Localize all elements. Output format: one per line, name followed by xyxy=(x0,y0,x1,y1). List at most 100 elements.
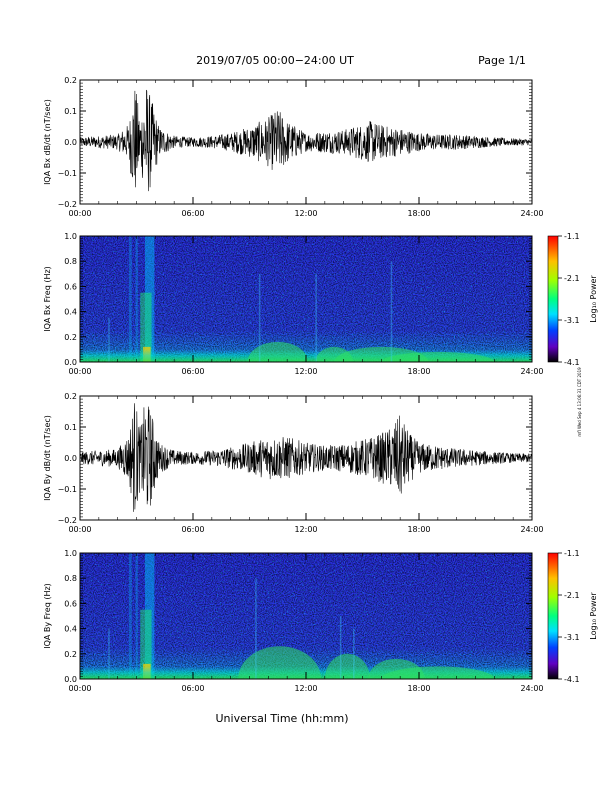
ytick-label: 0.0 xyxy=(64,138,77,147)
by-spectrogram-panel: 1.0 0.8 0.6 0.4 0.2 0.0 00:00 06:00 12:00 18:00 2… xyxy=(43,549,544,693)
spectral-burst xyxy=(144,553,155,679)
colorbar-by: -1.1 -2.1 -3.1 -4.1 Log₁₀ Power xyxy=(547,549,598,684)
ytick-label: 0.1 xyxy=(64,107,77,116)
ytick-label: 1.0 xyxy=(64,549,77,558)
spectral-streak xyxy=(255,578,257,679)
colorbar-by-label: Log₁₀ Power xyxy=(589,592,598,640)
ytick-label: 0.6 xyxy=(64,282,77,291)
xtick-label: 18:00 xyxy=(407,209,430,218)
by-spectrogram-xticks: 00:00 06:00 12:00 18:00 24:00 xyxy=(68,553,544,693)
xtick-label: 12:00 xyxy=(294,209,317,218)
activity-band xyxy=(381,666,495,679)
xtick-label: 24:00 xyxy=(520,367,543,376)
bx-dbdt-ylabel: IQA Bx dB/dt (nT/sec) xyxy=(43,99,52,185)
by-dbdt-ylabel: IQA By dB/dt (nT/sec) xyxy=(43,415,52,501)
colorbar-bx-ticks: -1.1 -2.1 -3.1 -4.1 xyxy=(558,232,580,367)
ytick-label: 1.0 xyxy=(64,232,77,241)
ytick-label: 0.2 xyxy=(64,333,77,342)
xtick-label: 00:00 xyxy=(68,367,91,376)
xtick-label: 00:00 xyxy=(68,525,91,534)
bx-spectrogram-panel: 1.0 0.8 0.6 0.4 0.2 0.0 00:00 06:00 12:00 18:00 2… xyxy=(43,232,544,376)
spectral-streak xyxy=(258,273,261,362)
ytick-label: 0.1 xyxy=(64,423,77,432)
ytick-label: −0.1 xyxy=(58,169,77,178)
by-spectrogram-ylabel: IQA By Freq (Hz) xyxy=(43,583,52,649)
by-dbdt-panel: 0.2 0.1 0.0 −0.1 −0.2 00:00 06:00 12:00 18:00 24… xyxy=(43,392,544,534)
colorbar-bx: -1.1 -2.1 -3.1 -4.1 Log₁₀ Power xyxy=(547,232,598,367)
xtick-label: 24:00 xyxy=(520,525,543,534)
colorbar-tick-label: -3.1 xyxy=(564,633,580,642)
spectral-burst-core xyxy=(140,609,152,679)
spectral-streak xyxy=(108,628,110,679)
xtick-label: 06:00 xyxy=(181,367,204,376)
spectral-burst-core xyxy=(140,292,152,362)
xtick-label: 24:00 xyxy=(520,209,543,218)
colorbar-bx-bar xyxy=(547,235,559,363)
bx-spectrogram-image xyxy=(80,236,532,362)
plot-title: 2019/07/05 00:00−24:00 UT xyxy=(196,54,354,67)
bx-dbdt-trace xyxy=(80,89,532,192)
spectral-burst xyxy=(128,236,132,362)
xtick-label: 12:00 xyxy=(294,367,317,376)
xtick-label: 18:00 xyxy=(407,684,430,693)
colorbar-tick-label: -1.1 xyxy=(564,549,580,558)
colorbar-tick-label: -3.1 xyxy=(564,316,580,325)
ytick-label: 0.0 xyxy=(64,675,77,684)
xtick-label: 00:00 xyxy=(68,684,91,693)
colorbar-tick-label: -2.1 xyxy=(564,591,580,600)
xtick-label: 12:00 xyxy=(294,684,317,693)
by-spectrogram-image xyxy=(80,553,532,679)
xtick-label: 12:00 xyxy=(294,525,317,534)
by-dbdt-yticks: 0.2 0.1 0.0 −0.1 −0.2 xyxy=(58,392,532,525)
colorbar-by-bar xyxy=(547,552,559,680)
ytick-label: 0.6 xyxy=(64,599,77,608)
page-number: Page 1/1 xyxy=(478,54,526,67)
x-axis-label: Universal Time (hh:mm) xyxy=(216,712,349,725)
xtick-label: 06:00 xyxy=(181,525,204,534)
colorbar-tick-label: -1.1 xyxy=(564,232,580,241)
activity-band xyxy=(381,351,495,362)
ytick-label: 0.2 xyxy=(64,76,77,85)
spectral-streak xyxy=(353,628,355,679)
spectral-burst xyxy=(128,553,132,679)
by-dbdt-trace xyxy=(80,403,532,512)
bx-dbdt-xticks: 00:00 06:00 12:00 18:00 24:00 xyxy=(68,80,544,218)
spectral-streak xyxy=(339,616,342,679)
ytick-label: 0.2 xyxy=(64,650,77,659)
colorbar-bx-label: Log₁₀ Power xyxy=(589,275,598,323)
ytick-label: −0.1 xyxy=(58,485,77,494)
ytick-label: −0.2 xyxy=(58,516,77,525)
ytick-label: 0.4 xyxy=(64,625,77,634)
spectral-streak xyxy=(315,273,317,362)
generation-note: mfl Wed Sep 4 13:06:31 CDT 2019 xyxy=(577,367,582,437)
ytick-label: 0.0 xyxy=(64,358,77,367)
colorbar-tick-label: -4.1 xyxy=(564,358,580,367)
spectral-burst xyxy=(144,236,155,362)
ytick-label: 0.2 xyxy=(64,392,77,401)
ytick-label: 0.0 xyxy=(64,454,77,463)
xtick-label: 06:00 xyxy=(181,684,204,693)
activity-band xyxy=(247,341,308,362)
ytick-label: 0.4 xyxy=(64,308,77,317)
ytick-label: 0.8 xyxy=(64,257,77,266)
bx-spectrogram-ylabel: IQA Bx Freq (Hz) xyxy=(43,266,52,332)
activity-band xyxy=(324,653,371,679)
xtick-label: 18:00 xyxy=(407,525,430,534)
colorbar-by-ticks: -1.1 -2.1 -3.1 -4.1 xyxy=(558,549,580,684)
spectral-streak xyxy=(108,317,110,362)
ytick-label: 0.8 xyxy=(64,574,77,583)
bx-spectrogram-xticks: 00:00 06:00 12:00 18:00 24:00 xyxy=(68,236,544,376)
xtick-label: 18:00 xyxy=(407,367,430,376)
bx-dbdt-yticks: 0.2 0.1 0.0 −0.1 −0.2 xyxy=(58,76,532,209)
spectral-streak xyxy=(390,261,393,362)
activity-band xyxy=(238,646,322,679)
colorbar-tick-label: -4.1 xyxy=(564,675,580,684)
xtick-label: 00:00 xyxy=(68,209,91,218)
by-spectrogram-yticks: 1.0 0.8 0.6 0.4 0.2 0.0 xyxy=(64,549,532,684)
bx-spectrogram-yticks: 1.0 0.8 0.6 0.4 0.2 0.0 xyxy=(64,232,532,367)
xtick-label: 24:00 xyxy=(520,684,543,693)
by-dbdt-xticks: 00:00 06:00 12:00 18:00 24:00 xyxy=(68,396,544,534)
colorbar-tick-label: -2.1 xyxy=(564,274,580,283)
